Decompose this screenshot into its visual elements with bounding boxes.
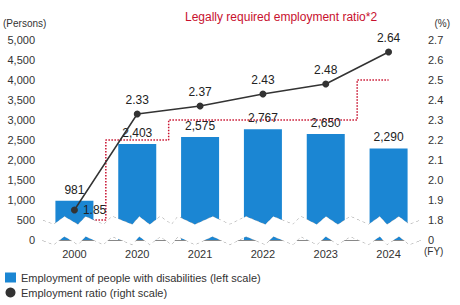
svg-text:Employment of people with disa: Employment of people with disabilities (… xyxy=(21,272,261,284)
svg-text:1.85: 1.85 xyxy=(83,203,107,217)
svg-text:(Persons): (Persons) xyxy=(3,18,46,29)
svg-text:2,575: 2,575 xyxy=(185,119,215,133)
svg-text:2.2: 2.2 xyxy=(428,134,443,146)
svg-text:2.4: 2.4 xyxy=(428,94,443,106)
svg-text:2.43: 2.43 xyxy=(251,73,275,87)
svg-text:2.7: 2.7 xyxy=(428,34,443,46)
svg-text:1.9: 1.9 xyxy=(428,194,443,206)
svg-text:5,000: 5,000 xyxy=(7,34,35,46)
svg-text:2021: 2021 xyxy=(188,248,212,260)
svg-text:Legally required employment ra: Legally required employment ratio*2 xyxy=(185,10,377,24)
svg-text:2.5: 2.5 xyxy=(428,74,443,86)
svg-text:2,767: 2,767 xyxy=(248,111,278,125)
svg-text:4,000: 4,000 xyxy=(7,74,35,86)
svg-text:2.64: 2.64 xyxy=(377,31,401,45)
svg-text:1,000: 1,000 xyxy=(7,194,35,206)
svg-text:2.0: 2.0 xyxy=(428,174,443,186)
svg-text:2.1: 2.1 xyxy=(428,154,443,166)
svg-text:2000: 2000 xyxy=(62,248,86,260)
svg-text:2022: 2022 xyxy=(251,248,275,260)
svg-text:3,500: 3,500 xyxy=(7,94,35,106)
svg-text:(%): (%) xyxy=(434,18,450,29)
svg-text:2,403: 2,403 xyxy=(122,126,152,140)
svg-text:2.6: 2.6 xyxy=(428,54,443,66)
svg-text:2,650: 2,650 xyxy=(311,116,341,130)
svg-text:3,000: 3,000 xyxy=(7,114,35,126)
svg-text:2,500: 2,500 xyxy=(7,134,35,146)
svg-text:2023: 2023 xyxy=(314,248,338,260)
svg-text:(FY): (FY) xyxy=(424,246,443,257)
svg-text:2020: 2020 xyxy=(125,248,149,260)
svg-text:500: 500 xyxy=(17,214,35,226)
svg-text:981: 981 xyxy=(64,183,84,197)
svg-text:1.8: 1.8 xyxy=(428,214,443,226)
svg-text:2,000: 2,000 xyxy=(7,154,35,166)
svg-text:2.37: 2.37 xyxy=(188,85,212,99)
svg-text:2.33: 2.33 xyxy=(126,93,150,107)
svg-text:4,500: 4,500 xyxy=(7,54,35,66)
svg-text:Employment ratio (right scale): Employment ratio (right scale) xyxy=(21,287,167,299)
svg-text:2.48: 2.48 xyxy=(314,63,338,77)
svg-text:2024: 2024 xyxy=(376,248,400,260)
svg-text:2,290: 2,290 xyxy=(374,130,404,144)
svg-text:2.3: 2.3 xyxy=(428,114,443,126)
svg-text:0: 0 xyxy=(428,234,434,246)
svg-text:1,500: 1,500 xyxy=(7,174,35,186)
svg-text:0: 0 xyxy=(29,234,35,246)
